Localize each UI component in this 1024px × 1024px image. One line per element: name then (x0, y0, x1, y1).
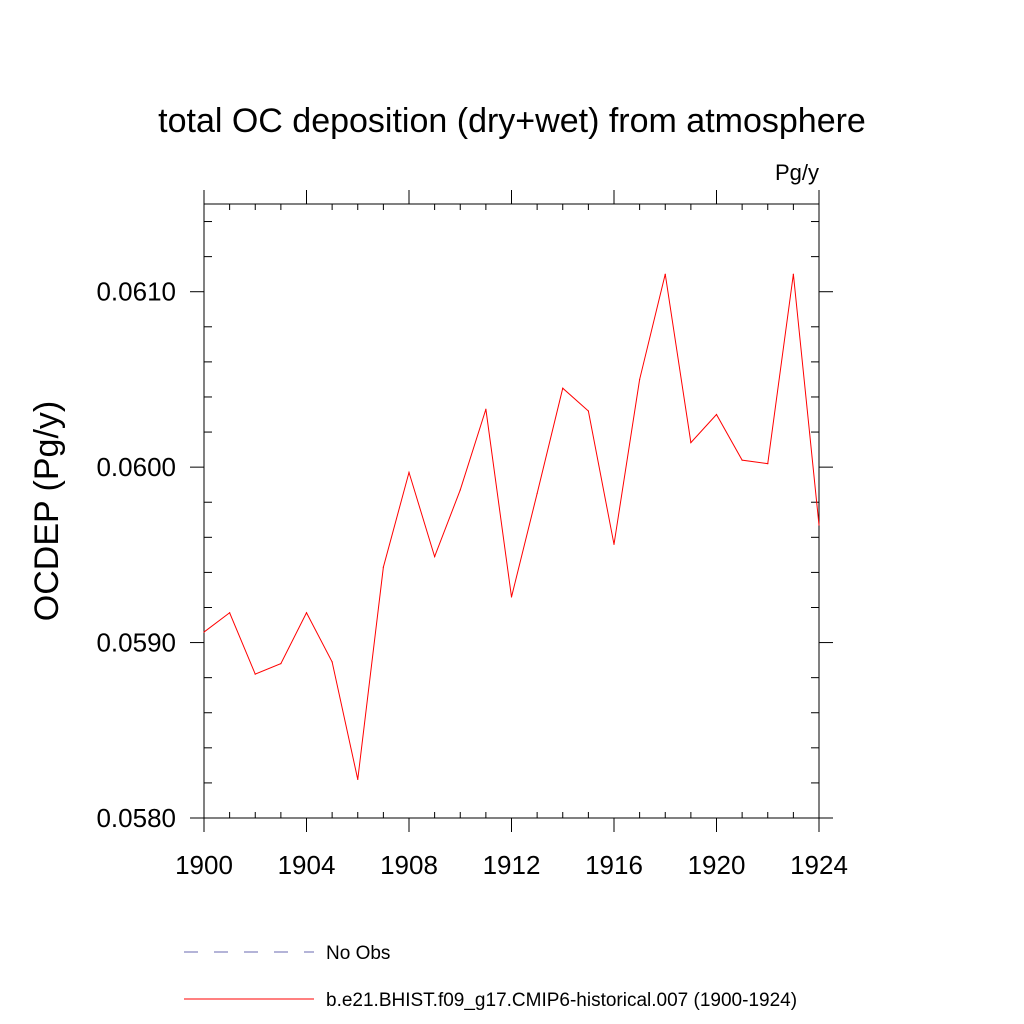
series-layer (203, 273, 820, 781)
legend-label: No Obs (326, 943, 390, 964)
legend-label: b.e21.BHIST.f09_g17.CMIP6-historical.007… (326, 990, 797, 1011)
data-point (203, 631, 205, 633)
x-tick-label: 1924 (790, 850, 848, 880)
data-point (664, 273, 666, 275)
data-point (690, 441, 692, 444)
data-point (229, 612, 231, 614)
data-point (305, 612, 308, 614)
x-tick-label: 1904 (278, 850, 336, 880)
data-point (741, 459, 743, 461)
data-point (254, 673, 256, 675)
data-point (767, 463, 769, 465)
data-point (434, 556, 436, 558)
x-tick-label: 1916 (585, 850, 643, 880)
data-point (562, 387, 564, 389)
data-point (459, 489, 461, 491)
data-point (587, 410, 589, 412)
data-point (357, 778, 359, 781)
y-tick-label: 0.0610 (96, 277, 176, 307)
y-axis-label: OCDEP (Pg/y) (28, 401, 66, 621)
data-point (408, 471, 410, 474)
data-point (715, 413, 718, 416)
data-point (792, 273, 794, 275)
y-tick-label: 0.0600 (96, 452, 176, 482)
x-tick-label: 1900 (175, 850, 233, 880)
x-tick-label: 1920 (688, 850, 746, 880)
chart-title: total OC deposition (dry+wet) from atmos… (158, 102, 866, 140)
data-point (536, 492, 538, 495)
data-point (382, 566, 384, 568)
data-point (280, 663, 282, 665)
series-line (203, 274, 820, 780)
data-point (639, 378, 641, 381)
data-point (818, 524, 820, 526)
plot-frame (203, 203, 820, 819)
y-tick-label: 0.0590 (96, 628, 176, 658)
data-point (510, 596, 513, 598)
data-point (331, 661, 333, 663)
legend: No Obs b.e21.BHIST.f09_g17.CMIP6-historic… (184, 943, 797, 1011)
x-tick-label: 1908 (380, 850, 438, 880)
axis-ticks: 1900 1904 1908 1912 1916 1920 1924 0.0580 0.0590… (96, 190, 848, 880)
units-label: Pg/y (775, 160, 819, 185)
y-tick-label: 0.0580 (96, 803, 176, 833)
data-point (485, 408, 487, 410)
data-point (613, 543, 615, 545)
x-tick-label: 1912 (483, 850, 541, 880)
